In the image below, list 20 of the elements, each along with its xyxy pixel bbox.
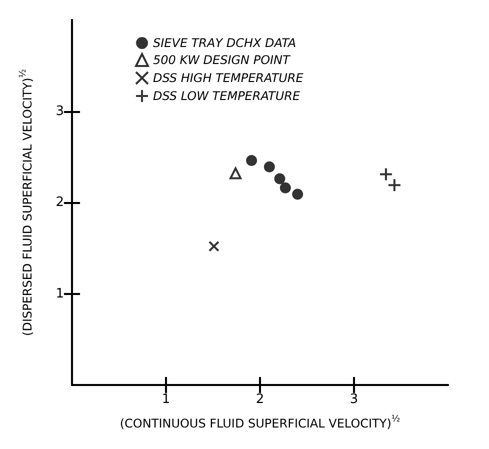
legend-label: DSS HIGH TEMPERATURE [153, 71, 304, 85]
y-tick-label: 1 [56, 286, 64, 302]
point [246, 155, 258, 166]
point [378, 167, 393, 182]
y-axis-title: (DISPERSED FLUID SUPERFICIAL VELOCITY)½ [18, 68, 34, 336]
point [208, 240, 220, 252]
point [274, 173, 286, 184]
y-tick-label: 3 [56, 104, 64, 119]
point [264, 161, 275, 172]
x-tick-label: 3 [350, 392, 358, 407]
legend-label: 500 KW DESIGN POINT [153, 53, 292, 67]
legend-label: SIEVE TRAY DCHX DATA [153, 36, 296, 50]
legend-label: DSS LOW TEMPERATURE [153, 89, 301, 103]
point [292, 188, 304, 200]
point [387, 178, 402, 192]
x-tick-label: 1 [162, 392, 170, 407]
y-tick-label: 2 [56, 195, 64, 210]
point [230, 167, 242, 180]
x-tick-label: 2 [256, 392, 264, 407]
point [280, 182, 291, 194]
